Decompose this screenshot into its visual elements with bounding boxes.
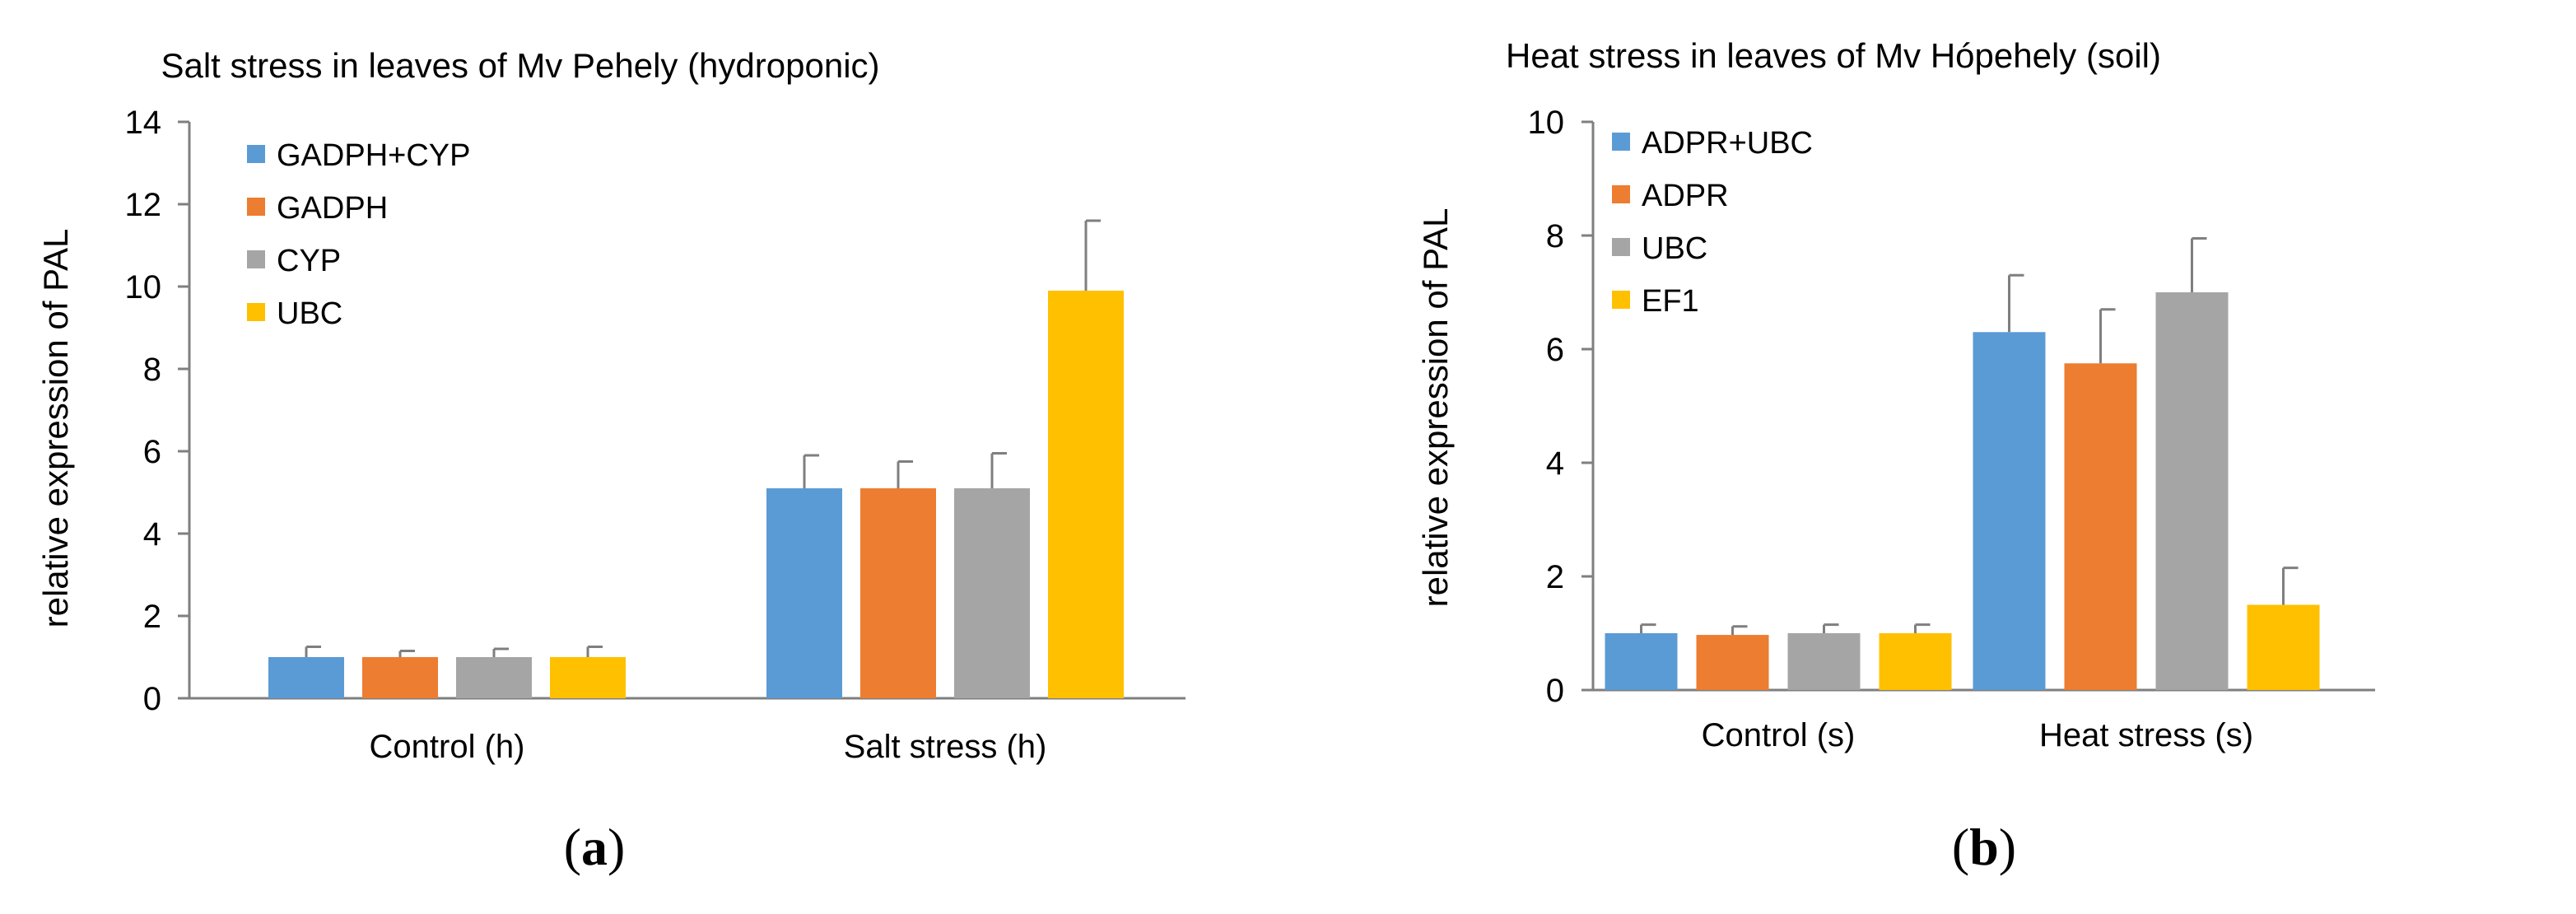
chart-b-legend-swatch-1 (1612, 185, 1630, 203)
chart-b-legend-label-2: UBC (1642, 231, 1707, 266)
chart-b-bar-1-1 (2064, 363, 2137, 690)
chart-b-bar-0-3 (1879, 633, 1952, 690)
chart-a-category-label-1: Salt stress (h) (844, 729, 1047, 765)
chart-a-category-label-0: Control (h) (370, 729, 525, 765)
chart-b-legend-swatch-2 (1612, 238, 1630, 256)
chart-b-bar-0-2 (1787, 633, 1861, 690)
chart-a-legend-swatch-2 (247, 250, 265, 268)
chart-b-category-label-0: Control (s) (1702, 717, 1856, 753)
chart-b-legend-label-3: EF1 (1642, 284, 1699, 319)
chart-b-ytick-label-0: 0 (1546, 673, 1564, 709)
chart-b-category-label-1: Heat stress (s) (2039, 717, 2253, 753)
chart-b-bar-1-0 (1973, 332, 2046, 690)
chart-b-legend-label-0: ADPR+UBC (1642, 126, 1813, 161)
panel-a-letter: a (581, 818, 608, 876)
chart-b-legend-swatch-3 (1612, 291, 1630, 309)
chart-a-ytick-label-2: 4 (143, 516, 161, 553)
chart-b-legend-swatch-0 (1612, 133, 1630, 151)
chart-a-bar-1-2 (954, 488, 1030, 698)
panel-label-a: (a) (564, 818, 626, 876)
chart-a-ytick-label-3: 6 (143, 434, 161, 470)
chart-a-title: Salt stress in leaves of Mv Pehely (hydr… (161, 46, 879, 85)
chart-a-bar-1-1 (860, 488, 936, 698)
chart-a-ylabel: relative expression of PAL (36, 229, 75, 628)
chart-b-bar-0-0 (1605, 633, 1678, 690)
chart-a-bar-0-0 (268, 657, 344, 698)
chart-b-bar-0-1 (1696, 635, 1769, 690)
chart-a-bar-0-1 (362, 657, 438, 698)
chart-a-bar-1-0 (766, 488, 842, 698)
chart-b-legend-label-1: ADPR (1642, 179, 1729, 213)
chart-a-ytick-label-5: 10 (125, 269, 162, 305)
panel-b-letter: b (1969, 818, 1999, 876)
chart-a-bar-0-3 (550, 657, 626, 698)
chart-a-legend-label-2: CYP (277, 244, 341, 278)
chart-b-ytick-label-4: 8 (1546, 218, 1564, 254)
chart-b-ytick-label-3: 6 (1546, 332, 1564, 368)
chart-b-ytick-label-2: 4 (1546, 445, 1564, 482)
chart-a-legend-label-3: UBC (277, 296, 342, 331)
chart-a-ytick-label-0: 0 (143, 681, 161, 717)
chart-a-ytick-label-4: 8 (143, 352, 161, 388)
chart-b-ytick-label-1: 2 (1546, 559, 1564, 595)
chart-a-ytick-label-1: 2 (143, 599, 161, 635)
chart-a-ytick-label-6: 12 (125, 187, 162, 223)
chart-a-legend-label-0: GADPH+CYP (277, 138, 470, 173)
chart-a-ytick-label-7: 14 (125, 105, 162, 141)
chart-a-legend-label-1: GADPH (277, 191, 388, 226)
chart-b-ytick-label-5: 10 (1528, 105, 1565, 141)
chart-a-legend-swatch-0 (247, 145, 265, 163)
chart-a: 0 2 4 6 8 10 12 14 Control (h) Salt stress (h) GAD… (125, 105, 1186, 765)
chart-a-bar-0-2 (456, 657, 532, 698)
panel-label-b: (b) (1952, 818, 2016, 876)
chart-a-bar-1-3 (1048, 291, 1124, 698)
chart-b-bar-1-2 (2155, 292, 2229, 690)
chart-a-legend-swatch-3 (247, 303, 265, 321)
chart-b-title: Heat stress in leaves of Mv Hópehely (so… (1506, 36, 2161, 75)
chart-a-legend-swatch-1 (247, 198, 265, 216)
chart-b: 0 2 4 6 8 10 Control (s) Heat stress (s) ADPR+UB… (1528, 105, 2375, 753)
chart-b-ylabel: relative expression of PAL (1416, 208, 1455, 608)
chart-b-bar-1-3 (2247, 604, 2320, 690)
